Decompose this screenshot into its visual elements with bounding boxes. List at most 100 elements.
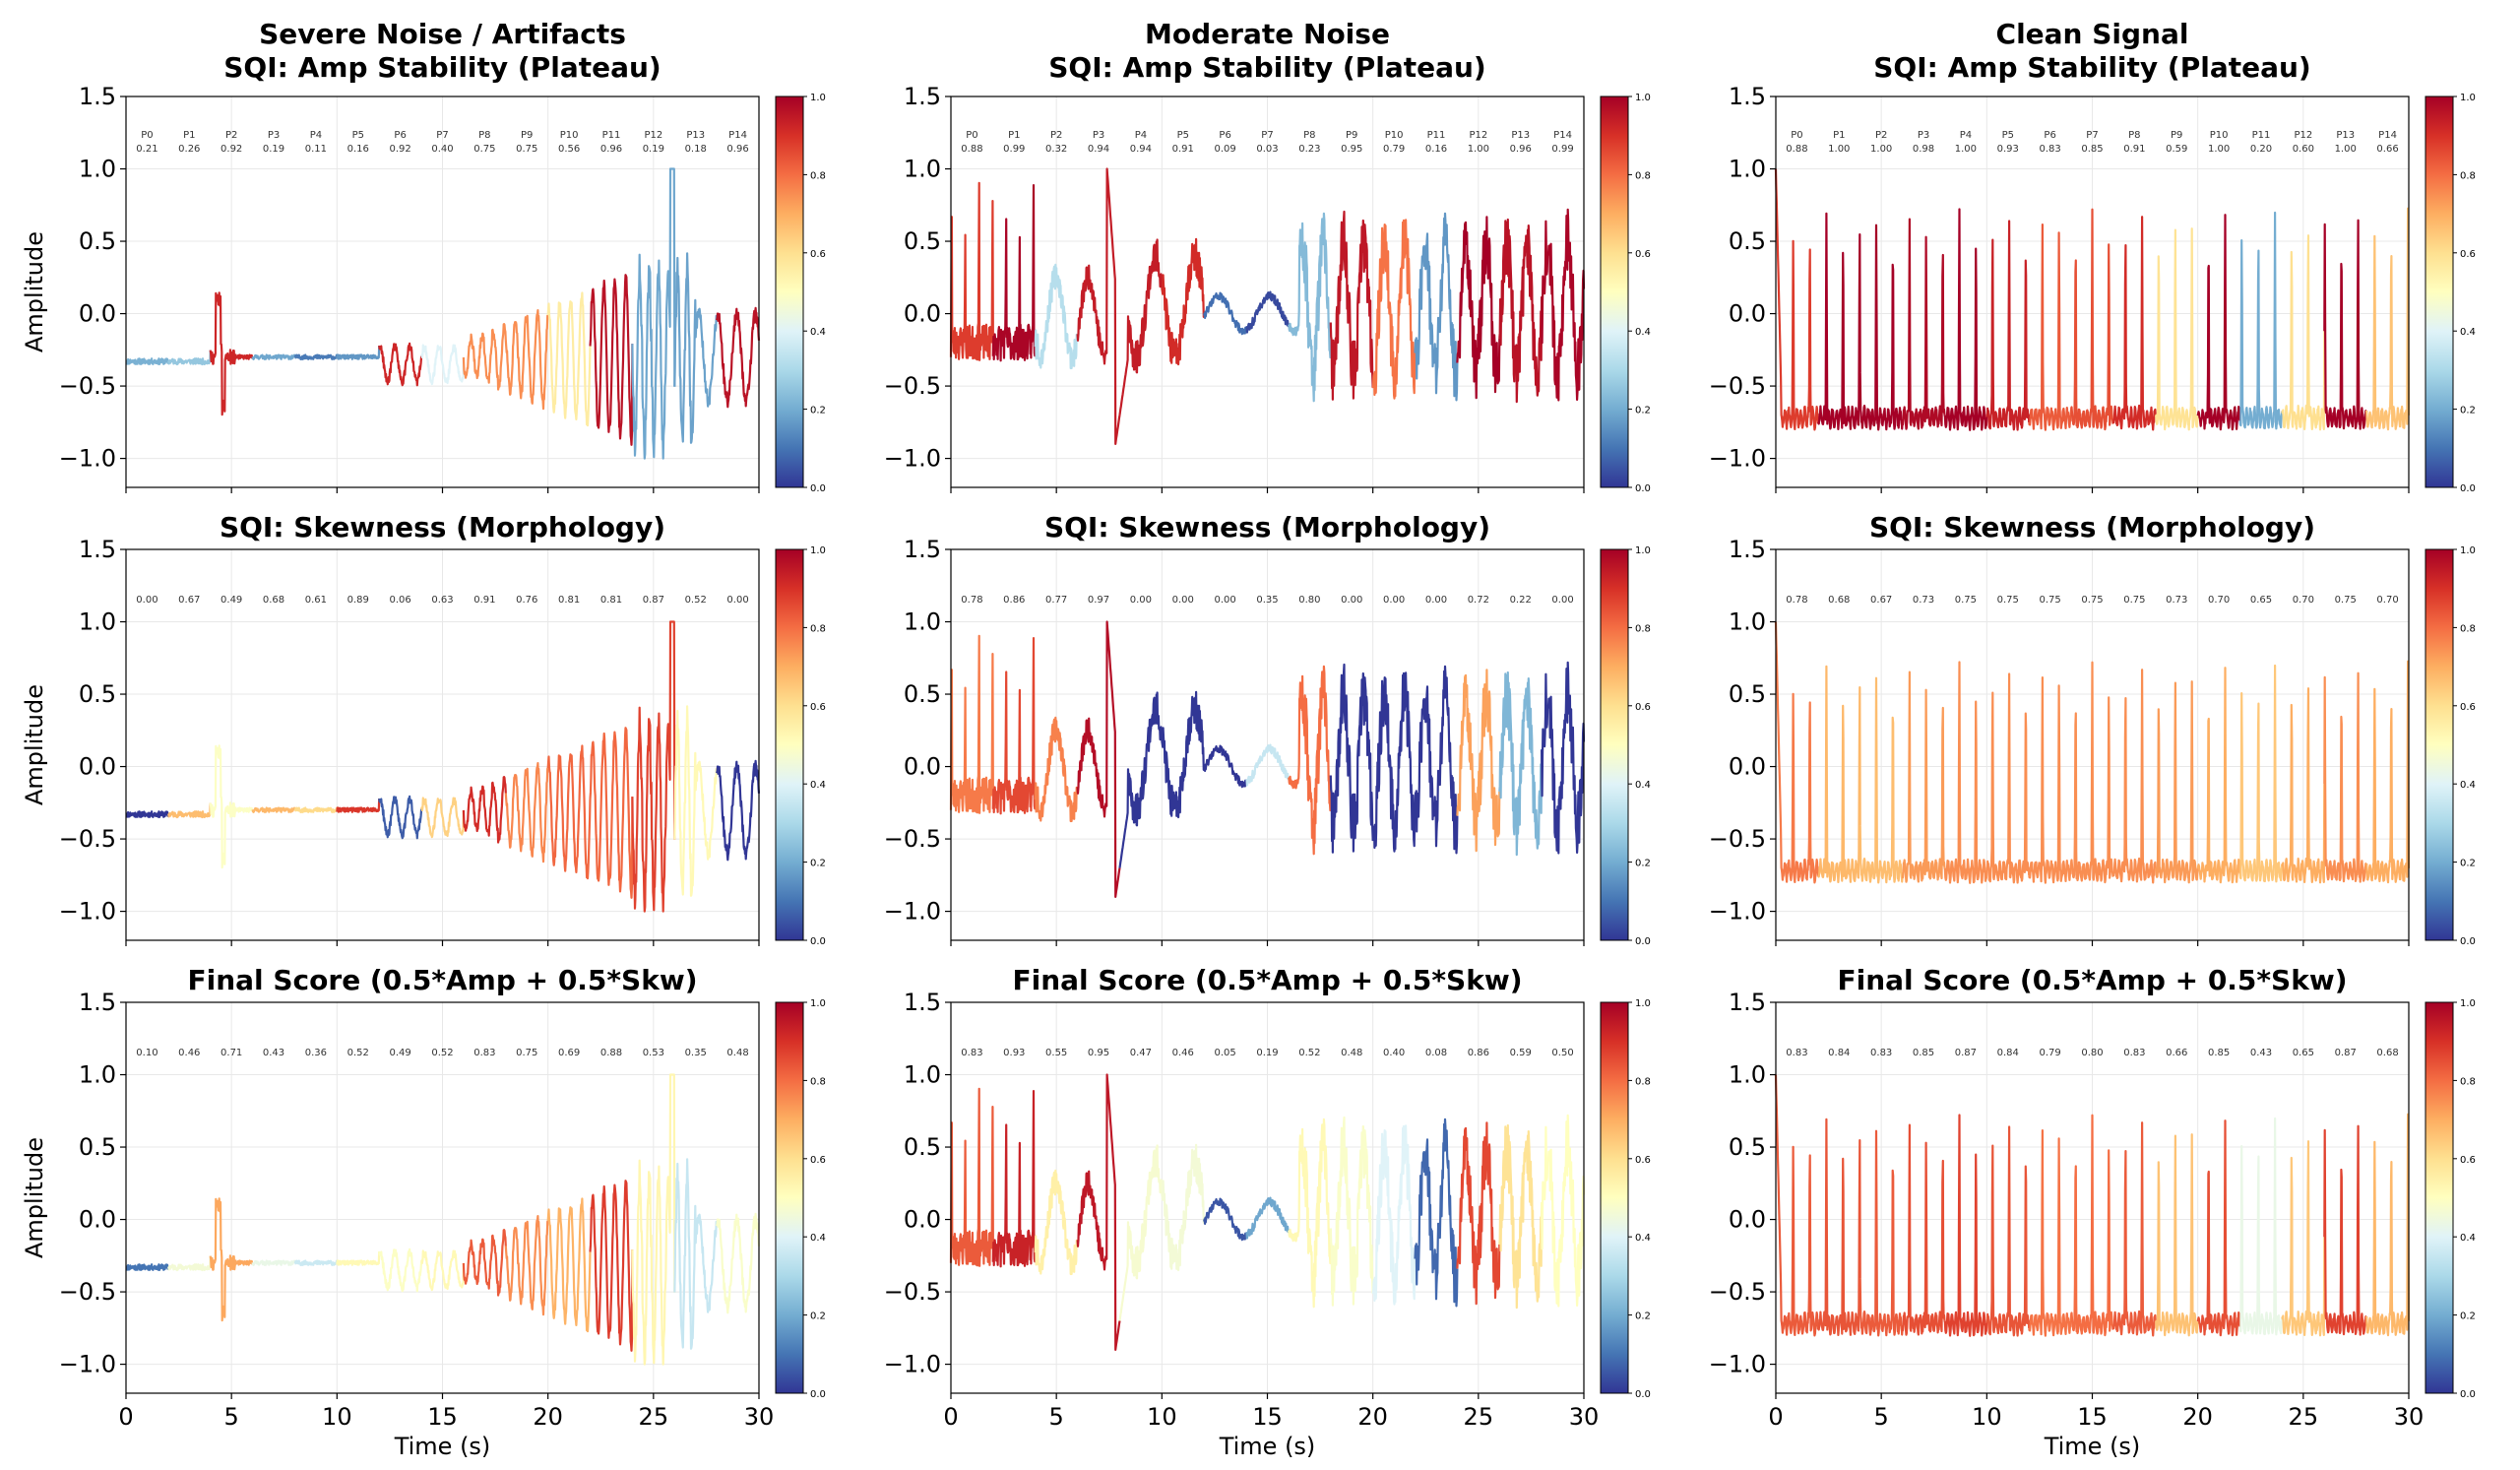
signal-segment-12 (2281, 1140, 2326, 1337)
signal-segment-13 (673, 252, 719, 444)
signal-segment-7 (420, 344, 465, 386)
signal-segment-0 (949, 634, 994, 814)
segment-name-label: P6 (394, 130, 406, 141)
segment-score-label: 0.46 (1172, 1048, 1194, 1058)
segment-score-label: 0.40 (1383, 1048, 1405, 1058)
x-tick-label: 0 (118, 1403, 133, 1431)
x-tick-label: 20 (533, 1403, 563, 1431)
segment-score-label: 0.87 (1955, 1048, 1977, 1058)
signal-segment-12 (1456, 216, 1501, 400)
x-tick-label: 5 (1049, 1403, 1064, 1431)
segment-name-label: P9 (521, 130, 533, 141)
signal-segment-5 (1161, 237, 1206, 366)
segment-score-label: 0.22 (1510, 595, 1532, 606)
signal-segment-2 (1858, 224, 1904, 431)
segment-score-label: 0.93 (1997, 144, 2019, 155)
y-tick-label: 0.5 (1729, 1133, 1766, 1161)
y-tick-label: 0.0 (1729, 1206, 1766, 1234)
signal-segment-9 (504, 1215, 549, 1316)
segment-name-label: P8 (2128, 130, 2140, 141)
y-tick-label: 0.0 (79, 1206, 116, 1234)
signal-segment-10 (1371, 219, 1417, 400)
segment-score-label: 0.48 (726, 1048, 748, 1058)
panel-title: SQI: Skewness (Morphology) (1044, 511, 1490, 543)
colorbar-tick-label: 1.0 (1635, 93, 1651, 103)
segment-score-label: 0.53 (643, 1048, 664, 1058)
y-tick-label: 1.0 (79, 156, 116, 183)
segment-name-label: P6 (1219, 130, 1230, 141)
signal-segment-5 (336, 798, 381, 813)
segment-score-label: 0.35 (685, 1048, 707, 1058)
segment-name-label: P10 (1385, 130, 1404, 141)
signal-segment-7 (420, 797, 465, 839)
y-tick-label: −1.0 (59, 1351, 116, 1378)
segment-score-label: 0.40 (431, 144, 453, 155)
colorbar-tick-label: 0.8 (810, 170, 826, 181)
signal-segment-8 (462, 776, 507, 844)
segment-score-label: 0.65 (2293, 1048, 2314, 1058)
segment-score-label: 0.99 (1551, 144, 1573, 155)
segment-score-label: 0.66 (2376, 144, 2398, 155)
panel-2-1: 0.00 0.67 0.49 0.68 0.61 0.89 0.06 0.63 0.91 0.76… (21, 511, 826, 947)
signal-segment-9 (2155, 680, 2199, 884)
y-axis-label: Amplitude (21, 1137, 48, 1258)
signal-segment-10 (546, 1197, 592, 1333)
segment-score-label: 0.56 (558, 144, 580, 155)
segment-score-label: 0.75 (1997, 595, 2019, 606)
panel-2-3: 0.78 0.68 0.67 0.73 0.75 0.75 0.75 0.75 0.75 0.73… (1709, 511, 2476, 947)
signal-segment-3 (1901, 218, 1946, 430)
signal-segment-1 (166, 802, 212, 819)
colorbar-tick-label: 0.6 (810, 702, 826, 713)
colorbar (775, 1001, 804, 1394)
signal-segment-4 (293, 353, 339, 360)
segment-score-label: 0.19 (643, 144, 664, 155)
segment-name-label: P4 (1960, 130, 1972, 141)
segment-score-label: 0.83 (473, 1048, 495, 1058)
colorbar-tick-label: 1.0 (1635, 545, 1651, 556)
signal-segment-9 (1329, 663, 1374, 854)
y-tick-label: −0.5 (59, 1278, 116, 1306)
segment-score-label: 0.70 (2293, 595, 2314, 606)
colorbar-tick-label: 0.0 (2460, 936, 2476, 947)
segment-score-label: 0.67 (178, 595, 200, 606)
y-tick-label: 1.5 (1729, 83, 1766, 110)
x-axis-label: Time (s) (2044, 1433, 2141, 1460)
x-tick-label: 30 (1569, 1403, 1600, 1431)
segment-score-label: 0.83 (1786, 1048, 1807, 1058)
segment-name-label: P12 (644, 130, 662, 141)
signal-segment-8 (2111, 1121, 2157, 1337)
colorbar-tick-label: 0.0 (2460, 1389, 2476, 1400)
signal-segment-0 (949, 1087, 994, 1267)
signal-segment-7 (1245, 290, 1290, 334)
colorbar-tick-label: 0.4 (810, 1233, 826, 1244)
colorbar-tick-label: 0.4 (1635, 327, 1651, 338)
signal-segment-11 (1414, 212, 1459, 402)
colorbar-tick-label: 0.8 (810, 1076, 826, 1087)
y-tick-label: 1.5 (1729, 989, 1766, 1016)
signal-segment-6 (378, 795, 423, 840)
segment-score-label: 0.00 (1383, 595, 1405, 606)
segment-score-label: 0.75 (2040, 595, 2061, 606)
x-tick-label: 5 (224, 1403, 239, 1431)
panel-title: SQI: Amp Stability (Plateau) (1873, 51, 2310, 84)
y-tick-label: 1.5 (904, 83, 941, 110)
segment-name-label: P1 (183, 130, 195, 141)
segment-name-label: P0 (966, 130, 977, 141)
segment-name-label: P7 (1261, 130, 1273, 141)
signal-segment-4 (1943, 661, 1988, 884)
signal-segment-3 (251, 353, 296, 360)
signal-segment-2 (209, 744, 254, 869)
colorbar-tick-label: 0.2 (1635, 1311, 1651, 1322)
signal-segment-5 (1985, 1125, 2031, 1337)
colorbar-tick-label: 1.0 (1635, 998, 1651, 1009)
signal-segment-5 (1161, 1143, 1206, 1272)
segment-score-label: 0.75 (516, 144, 537, 155)
signal-segment-6 (2028, 1129, 2073, 1337)
y-tick-label: −1.0 (1709, 1351, 1766, 1378)
segment-score-label: 0.96 (1510, 144, 1532, 155)
signal-segment-2 (1034, 716, 1079, 823)
segment-name-label: P5 (1177, 130, 1189, 141)
signal-segment-13 (1498, 218, 1544, 404)
panel-3-1: 0.10 0.46 0.71 0.43 0.36 0.52 0.49 0.52 0.83 0.75… (21, 964, 826, 1460)
